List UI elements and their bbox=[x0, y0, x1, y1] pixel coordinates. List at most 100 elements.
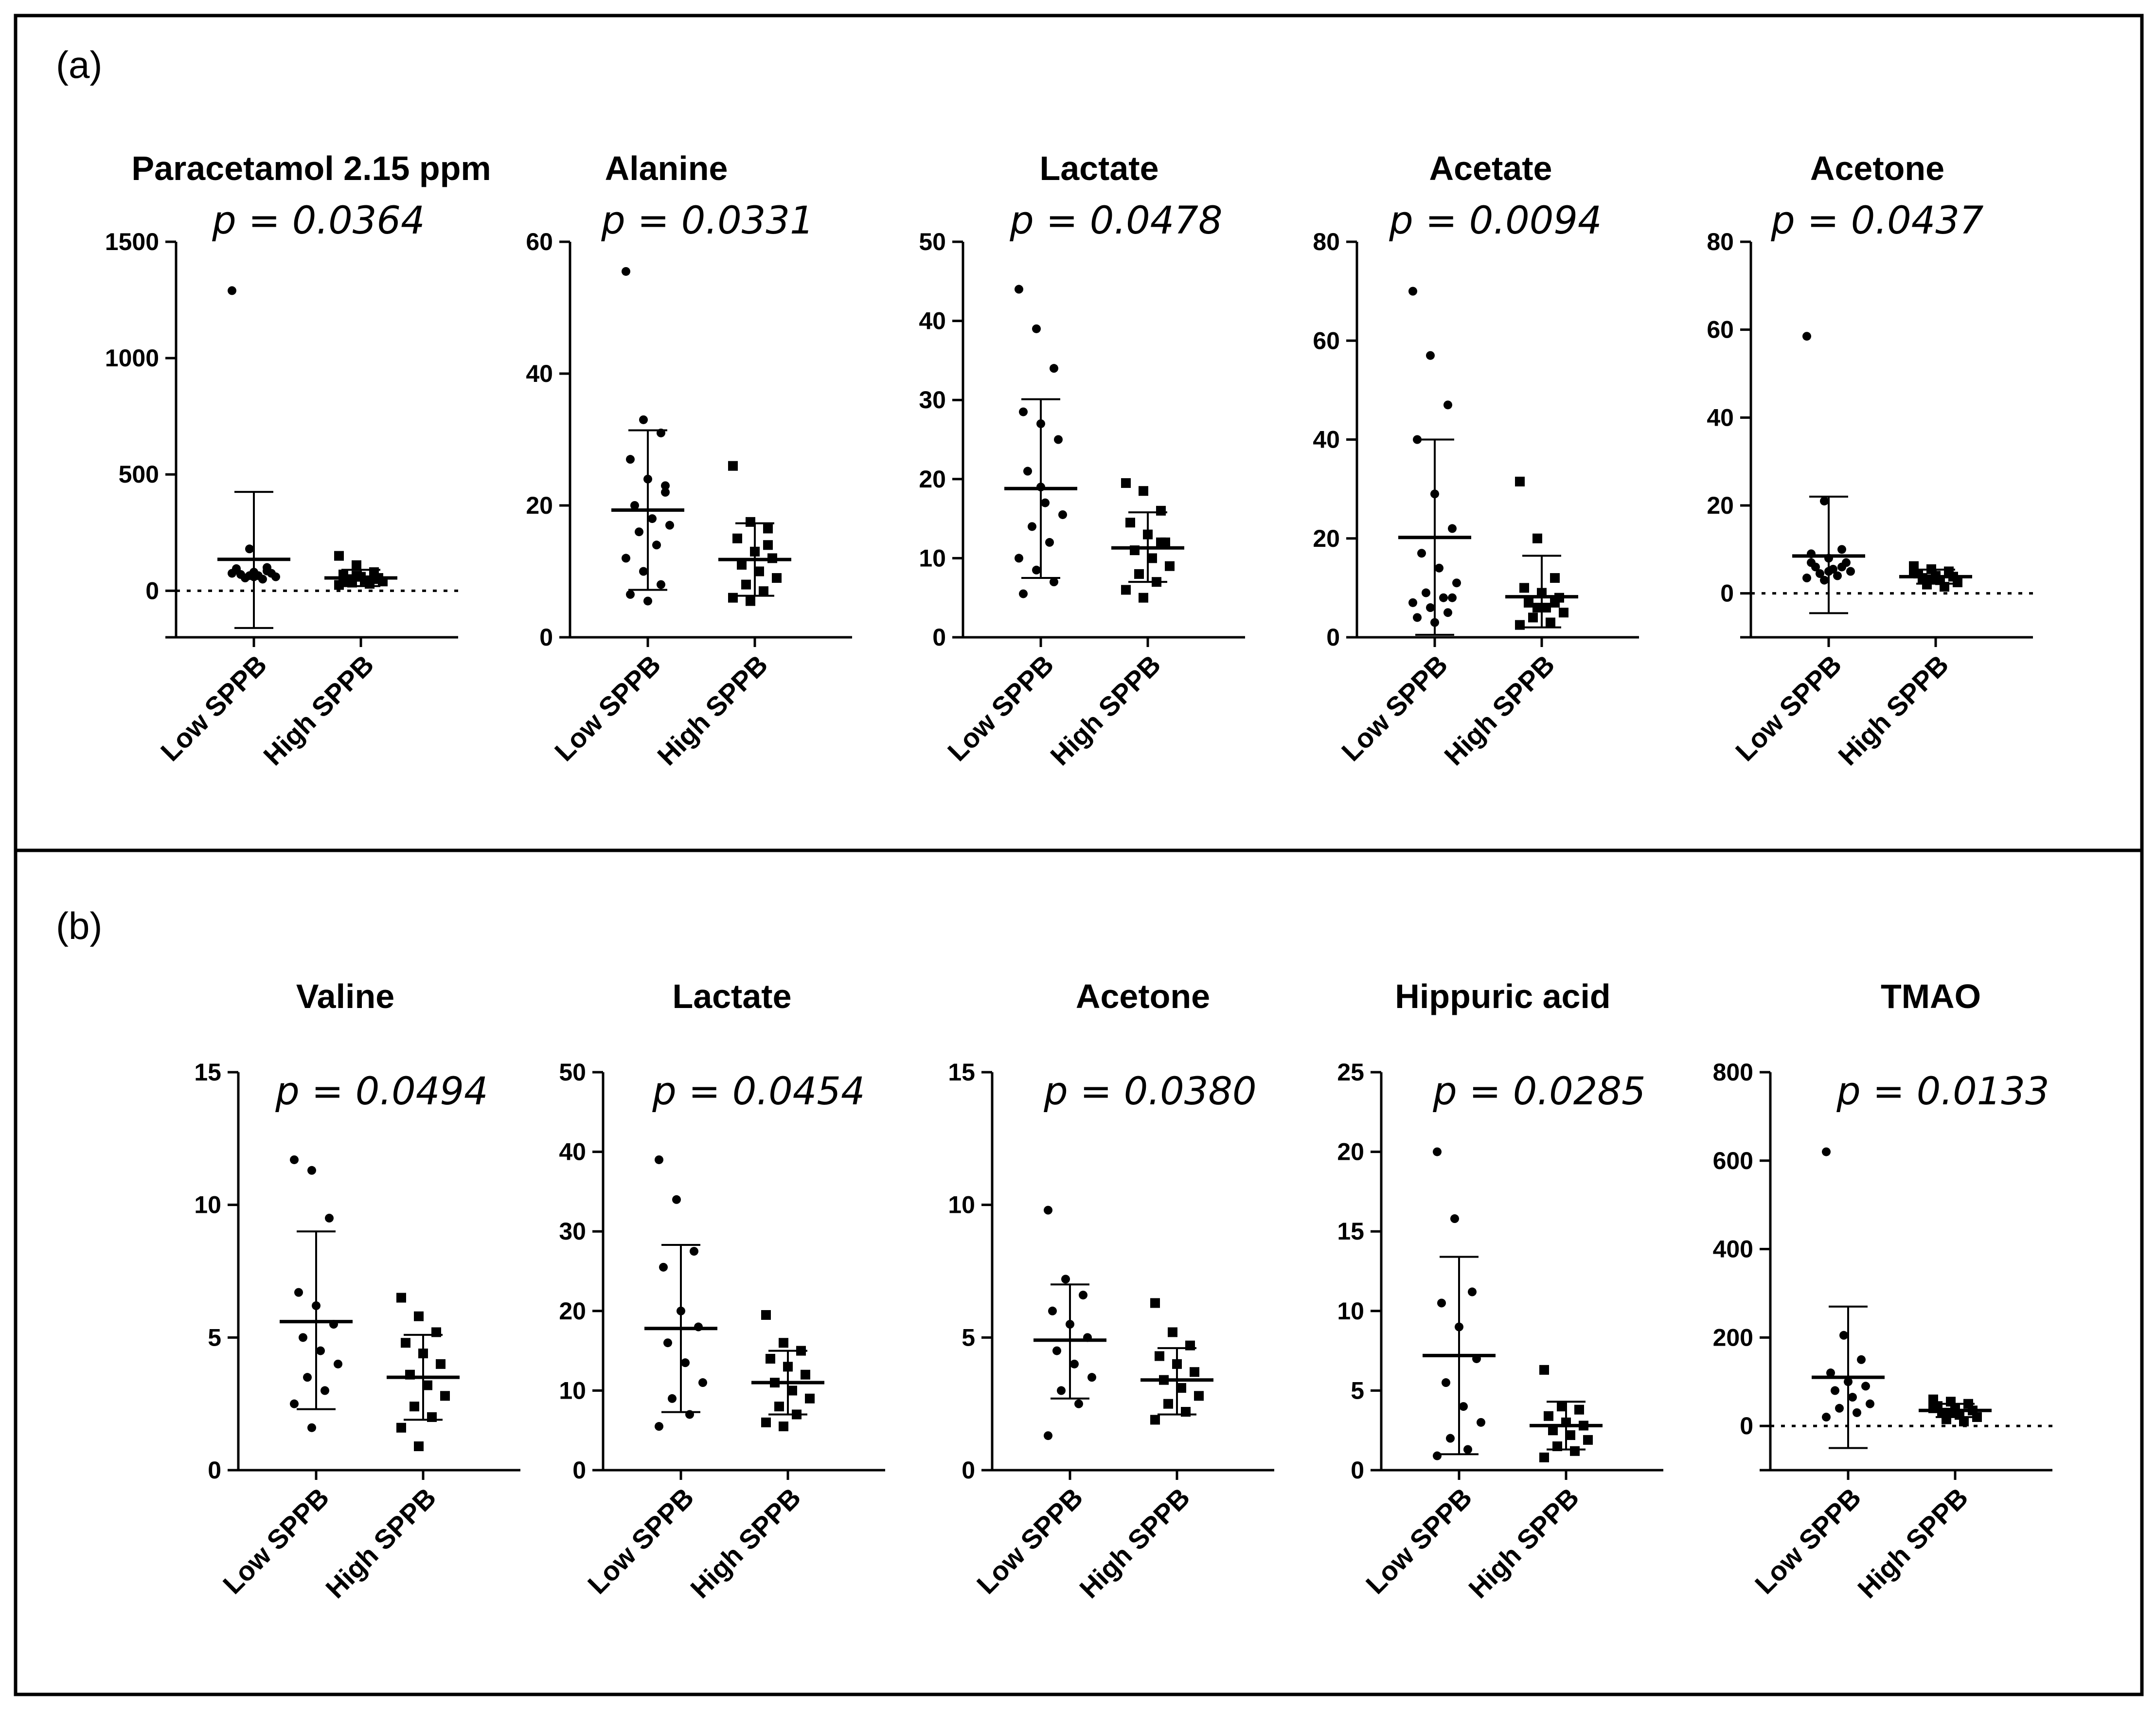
data-point bbox=[1866, 1399, 1874, 1408]
chart-title: Valine bbox=[296, 977, 394, 1015]
data-point bbox=[626, 590, 635, 599]
x-category-label: Low SPPB bbox=[1729, 649, 1848, 767]
x-category-label: Low SPPB bbox=[582, 1482, 700, 1600]
data-point bbox=[352, 560, 361, 570]
data-point bbox=[1028, 522, 1036, 531]
data-point bbox=[626, 455, 635, 464]
y-tick-label: 20 bbox=[526, 492, 553, 519]
data-point bbox=[334, 551, 344, 561]
data-point bbox=[741, 579, 751, 590]
data-point bbox=[1134, 569, 1144, 579]
data-point bbox=[396, 1293, 406, 1303]
y-tick-label: 0 bbox=[1351, 1457, 1364, 1484]
y-tick-label: 0 bbox=[572, 1457, 586, 1484]
chart-title: TMAO bbox=[1881, 977, 1981, 1015]
data-point bbox=[622, 554, 630, 563]
data-point bbox=[1541, 603, 1551, 613]
y-tick-label: 15 bbox=[948, 1059, 975, 1086]
chart-title: Acetone bbox=[1076, 977, 1210, 1015]
data-point bbox=[1413, 613, 1422, 622]
data-point bbox=[1443, 400, 1452, 410]
data-point bbox=[1837, 545, 1846, 554]
data-point bbox=[1570, 1446, 1580, 1456]
data-point bbox=[728, 593, 738, 603]
chart-title: Lactate bbox=[672, 977, 791, 1015]
y-tick-label: 0 bbox=[539, 624, 553, 651]
x-category-label: Low SPPB bbox=[1749, 1482, 1867, 1600]
y-tick-label: 40 bbox=[1313, 426, 1340, 453]
data-point bbox=[759, 586, 768, 596]
x-category-label: High SPPB bbox=[651, 649, 773, 771]
x-category-label: High SPPB bbox=[1073, 1482, 1195, 1604]
data-point bbox=[299, 1333, 307, 1342]
data-point bbox=[635, 527, 643, 537]
data-point bbox=[1557, 1402, 1567, 1412]
y-tick-label: 25 bbox=[1337, 1059, 1364, 1086]
data-point bbox=[1150, 1415, 1160, 1425]
data-point bbox=[1853, 1408, 1861, 1417]
data-point bbox=[761, 1417, 771, 1427]
data-point bbox=[1019, 407, 1028, 416]
data-point bbox=[1168, 1327, 1177, 1337]
y-tick-label: 0 bbox=[208, 1457, 221, 1484]
chart-9: Hippuric acid p = 0.0285 0 5 10 15 20 25 Low SPP… bbox=[1337, 977, 1663, 1604]
data-point bbox=[1539, 1365, 1549, 1375]
data-point bbox=[1539, 1452, 1549, 1462]
data-point bbox=[746, 596, 755, 606]
y-tick-label: 40 bbox=[526, 360, 553, 387]
x-category-label: High SPPB bbox=[1438, 649, 1560, 771]
y-tick-label: 40 bbox=[919, 307, 946, 335]
data-point bbox=[1165, 561, 1175, 571]
data-point bbox=[1050, 364, 1058, 373]
chart-title: Alanine bbox=[605, 149, 728, 187]
y-tick-label: 30 bbox=[919, 386, 946, 414]
data-point bbox=[290, 1399, 299, 1408]
data-point bbox=[754, 566, 764, 576]
y-tick-label: 80 bbox=[1313, 228, 1340, 255]
data-point bbox=[1015, 554, 1023, 563]
data-point bbox=[1477, 1418, 1485, 1427]
p-value: p = 0.0285 bbox=[1432, 1070, 1645, 1114]
y-tick-label: 600 bbox=[1713, 1147, 1753, 1174]
data-point bbox=[1835, 1404, 1844, 1413]
data-point bbox=[303, 1373, 312, 1382]
p-value: p = 0.0094 bbox=[1389, 199, 1602, 243]
data-point bbox=[766, 1353, 775, 1364]
data-point bbox=[639, 567, 648, 576]
data-point bbox=[1190, 1367, 1199, 1377]
y-tick-label: 50 bbox=[559, 1059, 586, 1086]
y-tick-label: 60 bbox=[526, 228, 553, 255]
p-value: p = 0.0478 bbox=[1009, 199, 1222, 243]
y-tick-label: 15 bbox=[1337, 1218, 1364, 1245]
data-point bbox=[1044, 1206, 1052, 1215]
data-point bbox=[1463, 1445, 1472, 1454]
y-tick-label: 1500 bbox=[105, 228, 159, 255]
data-point bbox=[737, 559, 747, 570]
chart-10: TMAO p = 0.0133 0 200 400 600 800 Low SPPBHigh … bbox=[1713, 977, 2052, 1604]
y-tick-label: 20 bbox=[559, 1297, 586, 1325]
data-point bbox=[258, 575, 267, 584]
data-point bbox=[1121, 478, 1131, 488]
y-tick-label: 0 bbox=[962, 1457, 975, 1484]
data-point bbox=[1443, 608, 1452, 617]
chart-title: Paracetamol 2.15 ppm bbox=[131, 149, 491, 187]
y-tick-label: 200 bbox=[1713, 1324, 1753, 1351]
x-category-label: High SPPB bbox=[684, 1482, 806, 1604]
y-tick-label: 0 bbox=[1720, 580, 1734, 607]
x-category-label: High SPPB bbox=[257, 649, 379, 771]
x-category-label: High SPPB bbox=[1852, 1482, 1974, 1604]
data-point bbox=[1087, 1373, 1096, 1382]
data-point bbox=[1548, 1425, 1558, 1436]
p-value: p = 0.0494 bbox=[275, 1070, 488, 1114]
x-category-label: Low SPPB bbox=[155, 649, 273, 767]
x-category-label: Low SPPB bbox=[971, 1482, 1089, 1600]
data-point bbox=[1023, 467, 1032, 476]
data-point bbox=[665, 521, 674, 530]
x-category-label: Low SPPB bbox=[217, 1482, 335, 1600]
data-point bbox=[334, 1359, 342, 1368]
data-point bbox=[668, 1394, 677, 1403]
